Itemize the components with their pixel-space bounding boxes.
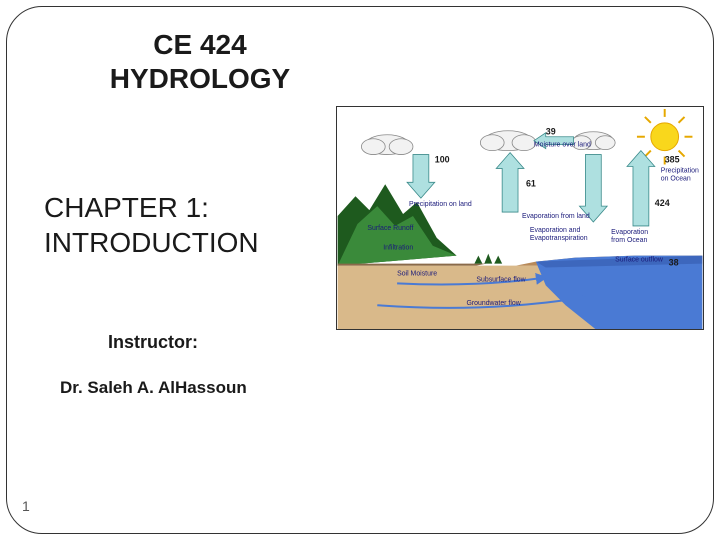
lbl-groundwater: Groundwater flow [466,300,521,307]
chapter-line1: CHAPTER 1: [44,192,209,223]
lbl-evap-ocean: Evaporation from Ocean [611,229,650,244]
num-evap-ocean: 424 [655,198,670,208]
num-runoff: 61 [526,178,536,188]
lbl-soil-moisture: Soil Moisture [397,270,437,277]
num-precip-ocean: 385 [665,155,680,165]
diagram-svg: 100 39 385 61 424 38 Precipitation on la… [337,107,703,329]
lbl-surface-runoff: Surface Runoff [367,225,413,232]
chapter-line2: INTRODUCTION [44,227,259,258]
lbl-precip-land: Precipitation on land [409,201,472,208]
instructor-name: Dr. Saleh A. AlHassoun [60,378,247,398]
instructor-label: Instructor: [108,332,198,353]
course-name: HYDROLOGY [110,63,290,94]
lbl-evapotrans: Evaporation and Evapotranspiration [530,227,588,242]
lbl-infiltration: Infiltration [383,245,413,252]
lbl-subsurface: Subsurface flow [476,276,526,283]
num-moisture: 39 [546,127,556,137]
lbl-surface-outflow: Surface outflow [615,257,664,264]
lbl-moisture: Moisture over land [534,142,591,149]
course-code: CE 424 [153,29,246,60]
page-number: 1 [22,498,30,514]
hydrologic-cycle-diagram: 100 39 385 61 424 38 Precipitation on la… [336,106,704,330]
num-outflow: 38 [669,258,679,268]
num-precip-land: 100 [435,155,450,165]
lbl-evap-land: Evaporation from land [522,213,590,220]
course-title: CE 424 HYDROLOGY [80,28,320,95]
chapter-title: CHAPTER 1: INTRODUCTION [44,190,259,260]
